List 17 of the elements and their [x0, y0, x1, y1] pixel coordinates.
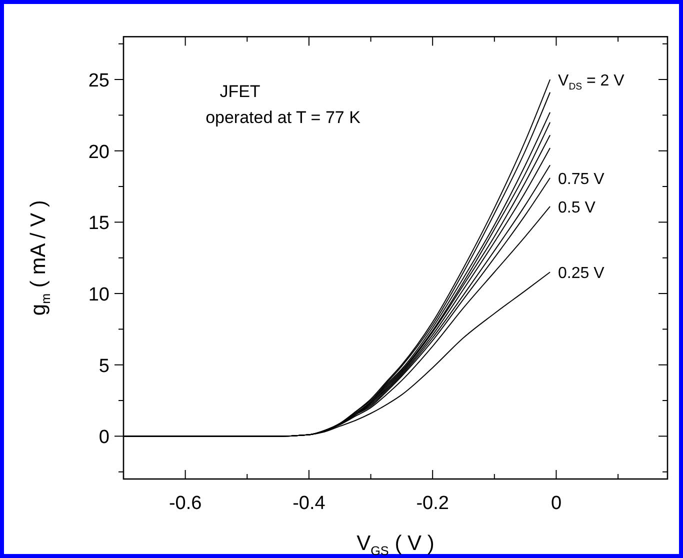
y-tick-label: 25	[88, 70, 110, 92]
y-tick-label: 15	[88, 213, 110, 234]
y-tick-label: 0	[98, 427, 110, 448]
x-tick-label: -0.4	[292, 493, 326, 514]
legend-label: V$_{DS}$ = 2 V	[558, 72, 625, 92]
annotation: JFET	[220, 82, 260, 101]
y-tick-label: 10	[88, 284, 110, 306]
x-axis-title: V$_{GS}$ ( V )	[356, 532, 434, 558]
x-tick-label: -0.2	[416, 493, 449, 514]
x-tick-label: 0	[550, 493, 562, 514]
series-label: 0.75 V	[558, 170, 605, 188]
series-label: 0.5 V	[558, 199, 596, 216]
y-tick-label: 5	[98, 356, 110, 377]
series-label: 0.25 V	[558, 265, 605, 282]
annotation: operated at T = 77 K	[206, 108, 362, 127]
y-tick-label: 20	[88, 142, 110, 163]
x-tick-label: -0.6	[168, 493, 202, 514]
